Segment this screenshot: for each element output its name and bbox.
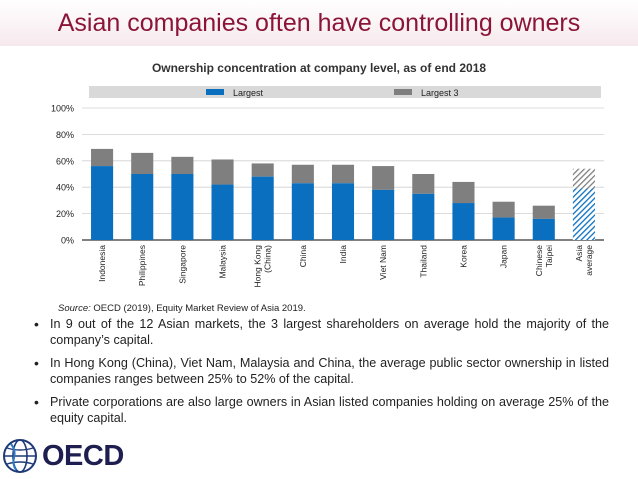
bar-largest xyxy=(331,183,355,240)
bar-largest xyxy=(452,203,475,240)
bar-largest3 xyxy=(251,163,274,177)
y-tick-label: 100% xyxy=(51,104,74,114)
bar-largest xyxy=(131,174,154,240)
oecd-logo-text: OECD xyxy=(42,439,124,472)
bullet-item: Private corporations are also large owne… xyxy=(34,395,609,426)
chart-title: Ownership concentration at company level… xyxy=(151,61,487,75)
chart-source: Source: OECD (2019), Equity Market Revie… xyxy=(58,303,306,314)
bar-largest3 xyxy=(572,168,595,189)
legend-label: Largest 3 xyxy=(421,88,459,98)
x-tick-label: Korea xyxy=(458,245,468,268)
bar-largest xyxy=(91,166,114,240)
y-tick-label: 40% xyxy=(56,183,74,193)
x-tick-label: Japan xyxy=(499,245,509,268)
source-text: OECD (2019), Equity Market Review of Asi… xyxy=(93,303,306,314)
bar-largest xyxy=(532,218,555,240)
x-tick-label: India xyxy=(338,245,348,264)
y-tick-label: 0% xyxy=(61,236,74,246)
x-tick-label: Viet Nam xyxy=(378,245,388,280)
bar-largest xyxy=(171,174,194,240)
bar-largest3 xyxy=(452,181,475,204)
x-tick-label: Hong Kong xyxy=(253,245,263,288)
bar-largest xyxy=(251,176,274,240)
bar-largest xyxy=(372,189,395,240)
bar-largest3 xyxy=(331,164,355,184)
y-tick-label: 60% xyxy=(56,156,74,166)
legend-swatch xyxy=(394,89,412,95)
bar-largest xyxy=(492,217,515,240)
legend-label: Largest xyxy=(233,88,264,98)
x-tick-label: Asia xyxy=(574,245,584,262)
x-tick-label: Malaysia xyxy=(218,245,228,279)
y-tick-label: 20% xyxy=(56,209,74,219)
x-tick-label: average xyxy=(584,245,594,276)
oecd-globe-icon xyxy=(3,439,37,473)
bar-largest3 xyxy=(492,201,515,218)
legend-swatch xyxy=(206,89,224,95)
bar-largest xyxy=(412,193,435,240)
x-tick-label: Philippines xyxy=(137,245,147,286)
bar-largest3 xyxy=(532,205,555,219)
source-label: Source: xyxy=(58,303,91,314)
y-tick-label: 80% xyxy=(56,130,74,140)
ownership-chart: Largest Largest 3 0% 20% 40% 60% 80% 100% Indo… xyxy=(51,86,604,288)
x-tick-label: Singapore xyxy=(177,245,187,284)
bullet-list: In 9 out of the 12 Asian markets, the 3 … xyxy=(34,317,609,434)
oecd-logo: OECD xyxy=(2,434,124,478)
x-tick-label: (China) xyxy=(263,245,273,273)
x-tick-label: Chinese xyxy=(534,245,544,276)
slide-title: Asian companies often have controlling o… xyxy=(57,9,581,37)
bar-largest3 xyxy=(291,164,314,184)
x-tick-label: Indonesia xyxy=(97,245,107,282)
x-tick-label: China xyxy=(298,245,308,267)
x-tick-label: Taipei xyxy=(544,245,554,267)
bar-largest3 xyxy=(131,152,154,174)
bar-largest3 xyxy=(412,174,435,194)
bullet-item: In 9 out of the 12 Asian markets, the 3 … xyxy=(34,317,609,348)
bar-largest xyxy=(572,188,595,240)
bar-largest3 xyxy=(91,148,114,167)
title-band xyxy=(0,0,638,46)
bar-largest3 xyxy=(372,166,395,190)
legend-band xyxy=(89,86,601,98)
bar-largest3 xyxy=(211,159,234,185)
x-tick-label: Thailand xyxy=(418,245,428,278)
bar-largest3 xyxy=(171,156,194,174)
bullet-item: In Hong Kong (China), Viet Nam, Malaysia… xyxy=(34,356,609,387)
bar-largest xyxy=(291,183,314,240)
bar-largest xyxy=(211,184,234,240)
